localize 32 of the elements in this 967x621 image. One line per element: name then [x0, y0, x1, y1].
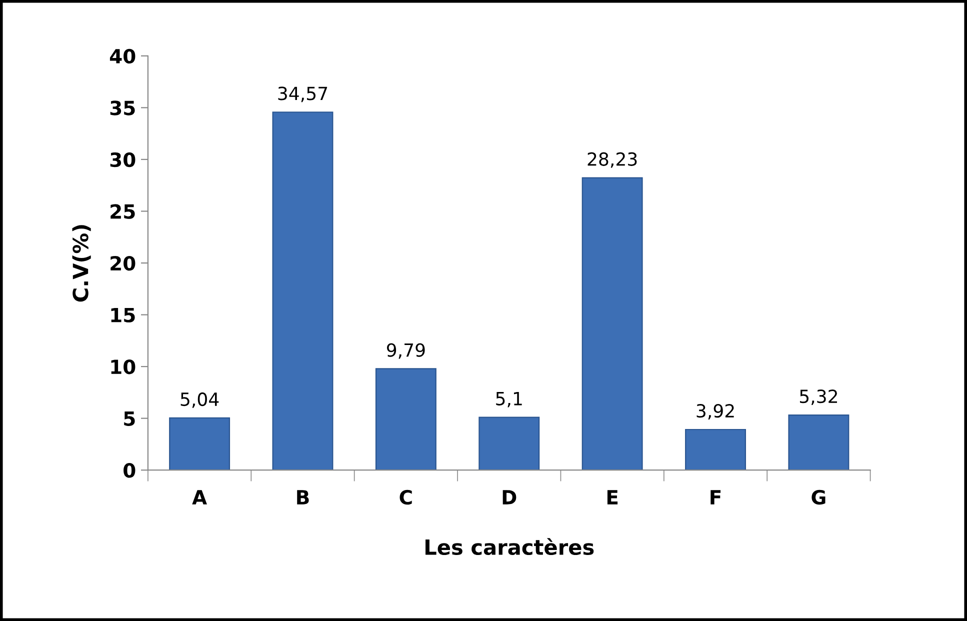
data-label: 5,1 [496, 392, 522, 408]
bar [375, 368, 436, 470]
y-tick-label: 40 [110, 48, 136, 64]
bar [788, 414, 850, 470]
x-tick-label: D [502, 490, 516, 504]
data-label: 9,79 [386, 343, 425, 359]
data-label: 28,23 [588, 152, 637, 168]
data-label: 3,92 [696, 404, 734, 420]
y-tick-label: 5 [124, 412, 135, 426]
bar [685, 428, 746, 470]
x-axis-title: Les caractères [426, 538, 594, 556]
y-tick-label: 15 [111, 308, 135, 322]
y-axis-title: C.V(%) [72, 225, 91, 302]
y-tick-label: 20 [110, 256, 136, 271]
y-tick-label: 0 [124, 463, 136, 478]
x-tick-label: C [400, 490, 412, 505]
x-tick-label: B [297, 490, 309, 504]
bar [272, 112, 334, 470]
y-tick-label: 30 [110, 152, 136, 168]
bar [478, 416, 540, 470]
y-tick-label: 35 [110, 100, 135, 116]
x-tick-label: G [812, 490, 826, 505]
x-tick-label: F [710, 490, 721, 504]
x-tick-label: E [607, 490, 618, 504]
data-label: 34,57 [278, 86, 328, 102]
bar [582, 177, 643, 470]
y-tick-label: 25 [110, 204, 135, 219]
data-label: 5,04 [180, 392, 219, 408]
y-tick-label: 10 [111, 360, 136, 374]
bar [169, 417, 230, 470]
x-tick-label: A [192, 490, 207, 504]
data-label: 5,32 [800, 390, 837, 406]
